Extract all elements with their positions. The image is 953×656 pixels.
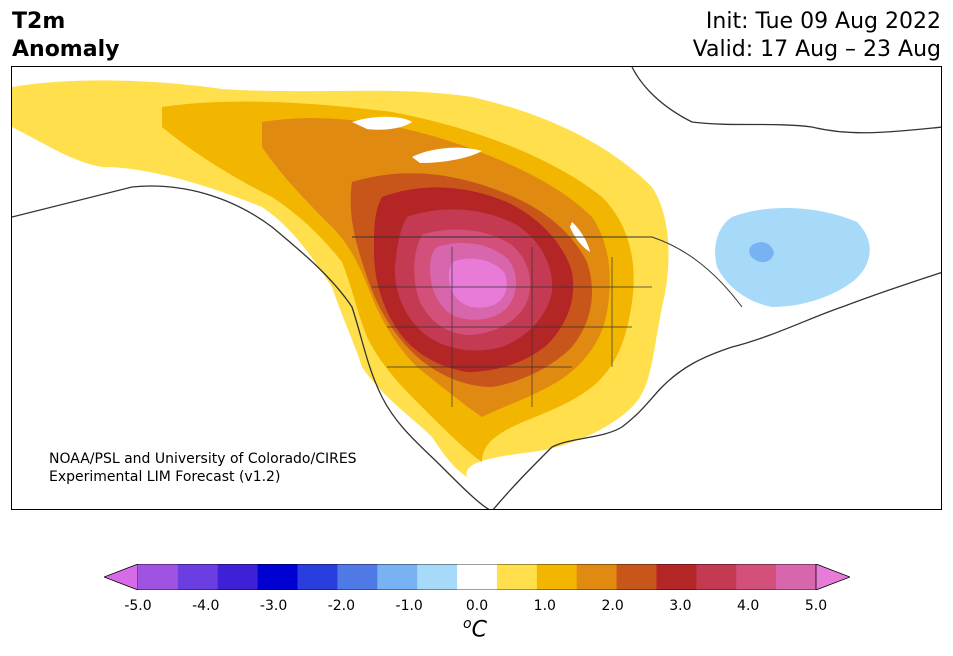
degree-symbol: o <box>463 616 472 632</box>
colorbar-ticks: -5.0 -4.0 -3.0 -2.0 -1.0 0.0 1.0 2.0 3.0 4.0 5.0 <box>0 598 953 618</box>
colorbar-segment <box>217 564 259 590</box>
state-border <box>372 247 652 407</box>
colorbar-extend-low <box>104 564 139 590</box>
title-quantity: Anomaly <box>12 37 120 62</box>
colorbar-tick-label: 0.0 <box>465 598 489 614</box>
map-canvas <box>12 67 941 509</box>
colorbar-segment <box>297 564 338 590</box>
colorbar-segment <box>656 564 697 590</box>
colorbar-segment <box>776 564 817 590</box>
colorbar <box>104 564 850 590</box>
coastline <box>12 185 490 509</box>
colorbar-segment <box>377 564 418 590</box>
colorbar-segment <box>138 564 179 590</box>
credit-line: Experimental LIM Forecast (v1.2) <box>49 469 281 485</box>
colorbar-tick-label: 1.0 <box>533 598 556 614</box>
colorbar-segment <box>257 564 299 590</box>
colorbar-segment <box>576 564 618 590</box>
colorbar-segment <box>536 564 578 590</box>
credit-text: NOAA/PSL and University of Colorado/CIRE… <box>49 450 357 486</box>
colorbar-tick-label: -4.0 <box>192 598 220 614</box>
colorbar-tick-label: -1.0 <box>395 598 423 614</box>
country-border <box>352 236 743 308</box>
colorbar-tick-label: 3.0 <box>669 598 692 614</box>
colorbar-tick-label: -5.0 <box>124 598 152 614</box>
colorbar-extend-high <box>815 564 850 590</box>
colorbar-tick-label: 5.0 <box>804 598 828 614</box>
valid-date-label: Valid: 17 Aug – 23 Aug <box>692 37 941 62</box>
coastline <box>492 271 941 509</box>
forecast-dates: Init: Tue 09 Aug 2022 Valid: 17 Aug – 23… <box>693 8 941 64</box>
colorbar-segment <box>496 564 538 590</box>
anomaly-map <box>11 66 942 510</box>
colorbar-segment <box>177 564 219 590</box>
colorbar-tick-label: 4.0 <box>737 598 760 614</box>
unit-label: oC <box>463 616 487 642</box>
contour-magenta <box>448 258 507 308</box>
lake-shape <box>352 116 412 130</box>
contour-lightblue <box>715 207 870 307</box>
colorbar-segment <box>457 564 498 590</box>
credit-line: NOAA/PSL and University of Colorado/CIRE… <box>49 451 357 467</box>
colorbar-tick-label: -2.0 <box>327 598 356 614</box>
unit-letter: C <box>471 617 487 643</box>
colorbar-tick-label: 2.0 <box>601 598 624 614</box>
title-variable: T2m <box>12 9 66 34</box>
colorbar-segment <box>417 564 458 590</box>
coastline <box>631 67 941 134</box>
map-title: T2m Anomaly <box>12 8 119 64</box>
colorbar-segment <box>616 564 657 590</box>
contour-blue <box>749 242 774 263</box>
init-date-label: Init: Tue 09 Aug 2022 <box>705 9 941 34</box>
lake-shape <box>412 147 482 163</box>
colorbar-segment <box>736 564 777 590</box>
colorbar-segment <box>696 564 737 590</box>
colorbar-tick-label: -3.0 <box>259 598 288 614</box>
colorbar-segment <box>337 564 378 590</box>
